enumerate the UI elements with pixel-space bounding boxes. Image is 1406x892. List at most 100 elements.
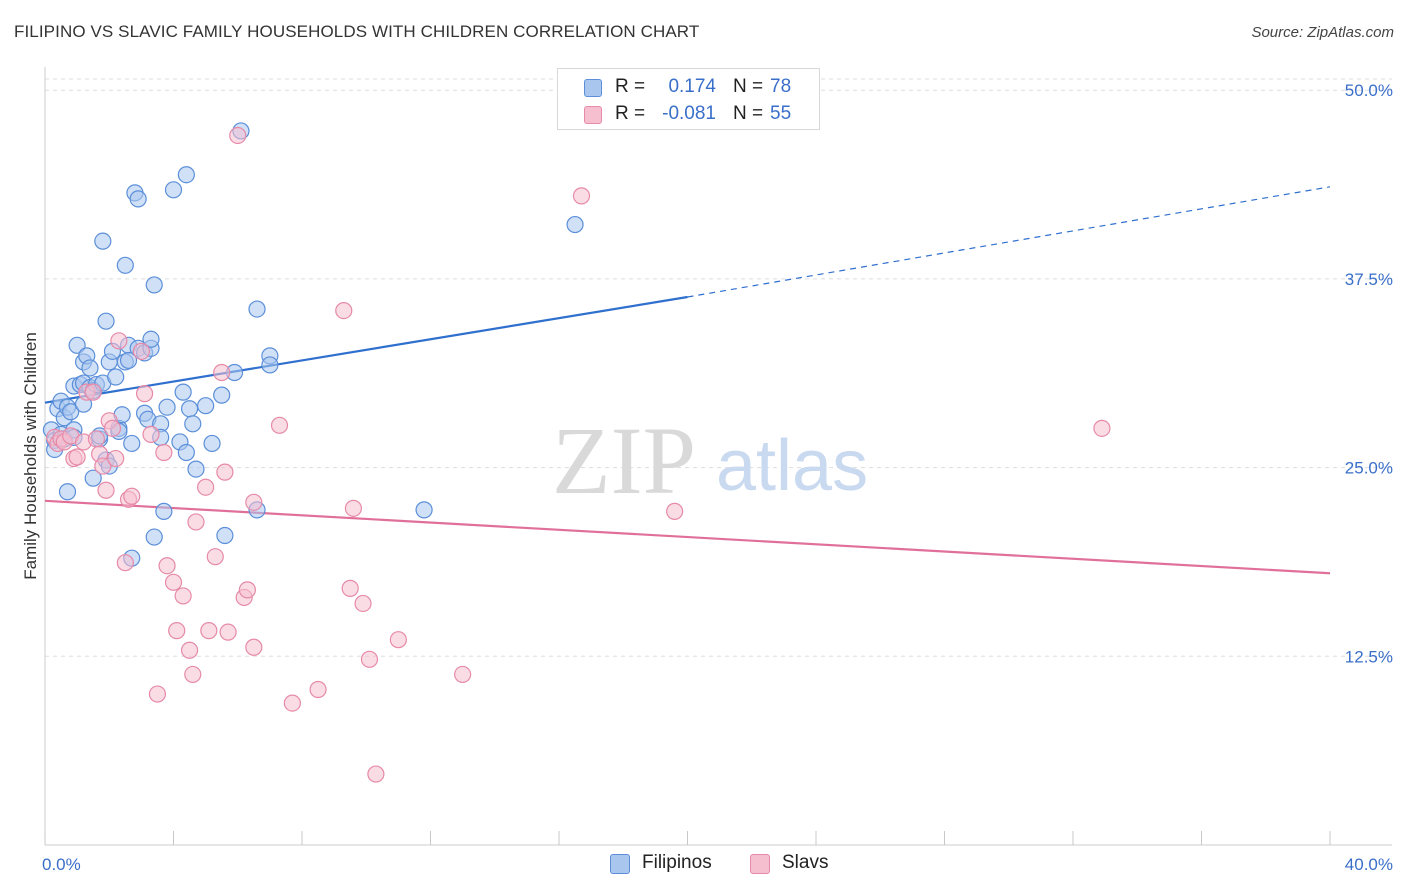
- filipinos-point: [203, 434, 221, 453]
- filipinos-point: [213, 386, 231, 404]
- slavs-point: [344, 499, 362, 517]
- slavs-point: [341, 579, 359, 597]
- slavs-point: [87, 430, 106, 448]
- legend-r-value: -0.081: [662, 103, 716, 124]
- filipinos-point: [142, 330, 160, 348]
- slavs-point: [229, 126, 247, 145]
- slavs-point: [158, 557, 176, 575]
- filipinos-point: [164, 181, 183, 199]
- slavs-point: [110, 332, 128, 350]
- slavs-point: [184, 665, 202, 684]
- legend-label: Filipinos: [642, 852, 712, 873]
- filipinos-point: [174, 383, 192, 401]
- slavs-point: [97, 481, 115, 499]
- chart-source: Source: ZipAtlas.com: [1251, 24, 1394, 41]
- y-tick-label: 25.0%: [1345, 459, 1393, 478]
- legend-r-label: R =: [615, 103, 646, 124]
- slavs-point: [103, 419, 122, 437]
- filipinos-point: [216, 526, 234, 545]
- filipinos-point: [94, 232, 112, 250]
- filipinos-point: [97, 312, 115, 330]
- axes: [44, 67, 1392, 846]
- legend-r-value: 0.174: [668, 76, 716, 97]
- watermark-zip: ZIP: [552, 407, 696, 514]
- filipinos-point: [145, 276, 163, 294]
- legend-swatch-pink: [584, 106, 602, 124]
- legend-n-value: 55: [770, 103, 792, 124]
- y-tick-label: 37.5%: [1345, 270, 1393, 289]
- slavs-point: [174, 587, 192, 605]
- slavs-point: [270, 416, 289, 434]
- filipinos-point: [248, 300, 266, 318]
- filipinos-point: [68, 336, 86, 354]
- legend-n-value: 78: [770, 76, 792, 97]
- slavs-point: [107, 449, 125, 468]
- slavs-point: [454, 665, 472, 684]
- slavs-point: [148, 685, 167, 703]
- slavs-point: [68, 448, 86, 466]
- filipinos-point: [177, 166, 195, 184]
- legend-r-label: R =: [615, 76, 646, 97]
- data-points: [42, 122, 1111, 783]
- filipinos-point: [415, 501, 433, 519]
- slavs-point: [367, 765, 385, 783]
- correlation-legend: R = 0.174 N = 78 R = -0.081 N = 55: [557, 68, 820, 130]
- slavs-point: [135, 385, 154, 403]
- filipinos-point: [58, 483, 77, 501]
- slavs-point: [84, 383, 102, 401]
- slavs-point: [123, 487, 141, 505]
- slavs-point: [219, 623, 237, 641]
- chart-title: FILIPINO VS SLAVIC FAMILY HOUSEHOLDS WIT…: [14, 22, 700, 41]
- filipinos-point: [197, 397, 215, 415]
- legend-swatch-blue: [610, 854, 630, 874]
- slavs-point: [197, 478, 215, 496]
- watermark-atlas: atlas: [716, 426, 868, 506]
- slavs-point: [213, 363, 231, 382]
- slavs-point: [360, 650, 379, 668]
- filipinos-point: [116, 256, 134, 274]
- tick-labels: 12.5% 25.0% 37.5% 50.0% 0.0% 40.0%: [42, 81, 1393, 874]
- slavs-point: [1093, 419, 1111, 437]
- legend-n-label: N =: [733, 103, 764, 124]
- slavs-point: [245, 638, 263, 656]
- filipinos-point: [107, 368, 125, 386]
- filipinos-trend-extension: [687, 186, 1331, 298]
- slavs-point: [94, 457, 112, 475]
- filipinos-point: [180, 400, 199, 418]
- slavs-point: [206, 548, 224, 566]
- filipinos-point: [145, 528, 163, 546]
- slavs-point: [168, 622, 186, 640]
- legend-swatch-pink: [750, 854, 770, 874]
- y-tick-label: 50.0%: [1345, 81, 1393, 100]
- x-tick-label-max: 40.0%: [1345, 855, 1393, 874]
- slavs-point: [245, 493, 263, 511]
- filipinos-point: [123, 434, 141, 453]
- legend-row-slavs: R = -0.081 N = 55: [558, 103, 819, 129]
- filipinos-point: [177, 443, 195, 462]
- slavs-point: [142, 425, 160, 443]
- slavs-point: [389, 631, 407, 649]
- slavs-point: [187, 513, 205, 531]
- slavs-point: [216, 463, 234, 481]
- slavs-point: [155, 443, 173, 462]
- filipinos-point: [81, 359, 99, 377]
- legend-row-filipinos: R = 0.174 N = 78: [558, 76, 819, 102]
- x-tick-label-min: 0.0%: [42, 855, 81, 874]
- filipinos-point: [158, 398, 176, 416]
- slavs-point: [132, 342, 150, 360]
- slavs-point: [335, 301, 353, 320]
- legend-label: Slavs: [782, 852, 829, 873]
- y-axis-label: Family Households with Children: [21, 332, 40, 580]
- filipinos-point: [129, 190, 147, 208]
- legend-swatch-blue: [584, 79, 602, 97]
- slavs-point: [666, 502, 684, 520]
- slavs-point: [116, 554, 134, 572]
- slavs-point: [200, 622, 218, 640]
- filipinos-point: [187, 460, 205, 478]
- filipinos-point: [184, 415, 202, 433]
- filipinos-point: [566, 215, 584, 234]
- y-tick-label: 12.5%: [1345, 647, 1393, 666]
- slavs-point: [238, 581, 256, 599]
- filipinos-point: [84, 469, 102, 487]
